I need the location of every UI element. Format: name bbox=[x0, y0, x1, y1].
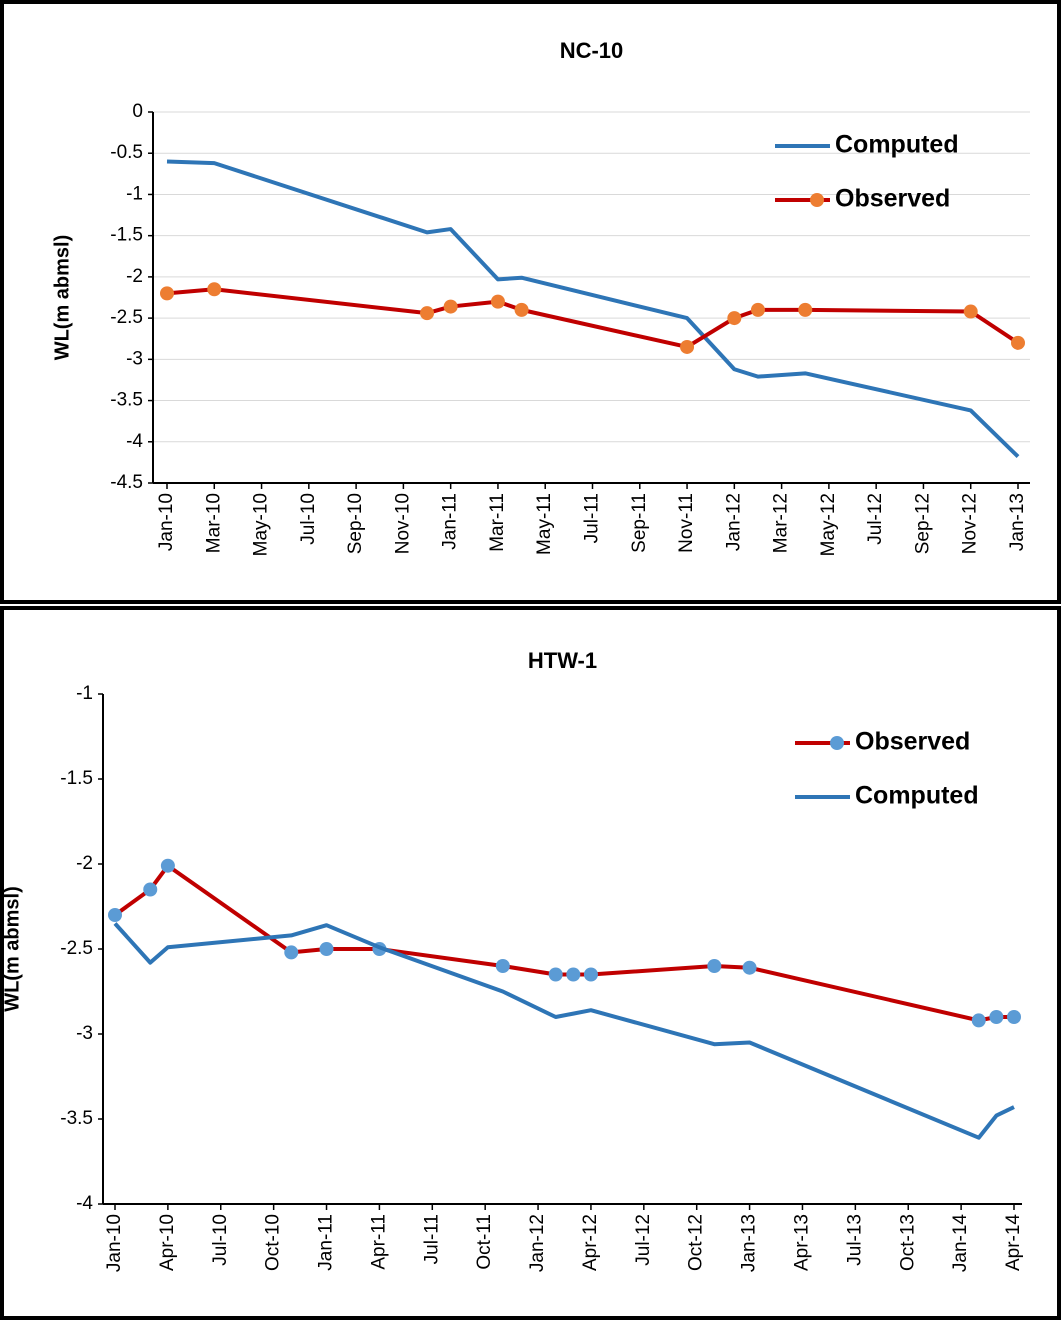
x-tick-label: Jan-11 bbox=[440, 493, 461, 550]
data-point bbox=[680, 339, 695, 354]
legend-marker bbox=[810, 193, 824, 207]
x-tick-label: Jan-14 bbox=[950, 1214, 971, 1273]
data-point bbox=[750, 302, 765, 317]
x-tick-label: Jul-11 bbox=[582, 493, 603, 543]
x-tick-label: Nov-12 bbox=[960, 493, 981, 554]
data-point bbox=[707, 959, 722, 973]
x-tick-label: Oct-11 bbox=[474, 1214, 495, 1270]
y-tick-label: -4.5 bbox=[110, 472, 143, 493]
x-tick-label: Mar-11 bbox=[487, 493, 508, 552]
y-tick-label: -3 bbox=[126, 348, 143, 369]
y-tick-label: 0 bbox=[132, 101, 143, 122]
data-point bbox=[490, 294, 505, 309]
x-tick-label: Jul-12 bbox=[865, 493, 886, 545]
x-tick-label: Jul-10 bbox=[298, 493, 319, 545]
x-tick-label: Jan-10 bbox=[104, 1214, 125, 1272]
data-point bbox=[420, 306, 435, 321]
data-point bbox=[108, 908, 122, 922]
data-point bbox=[1007, 1010, 1021, 1024]
y-tick-label: -1 bbox=[76, 683, 93, 704]
data-point bbox=[548, 967, 563, 982]
data-point bbox=[727, 311, 742, 326]
x-tick-label: May-11 bbox=[534, 493, 555, 555]
x-tick-label: Apr-14 bbox=[1003, 1214, 1024, 1271]
y-axis-title: WL(m abmsl) bbox=[51, 235, 73, 361]
y-tick-label: -0.5 bbox=[110, 142, 143, 163]
x-tick-label: Nov-10 bbox=[392, 493, 413, 554]
series-line bbox=[166, 159, 1020, 459]
legend-label: Observed bbox=[855, 728, 970, 756]
y-tick-label: -2 bbox=[126, 266, 143, 287]
legend-label: Computed bbox=[855, 782, 979, 810]
data-point bbox=[160, 286, 174, 301]
series-line bbox=[113, 863, 1014, 1023]
y-tick-label: -3.5 bbox=[60, 1108, 93, 1129]
data-point bbox=[971, 1013, 986, 1028]
y-tick-label: -4 bbox=[126, 431, 143, 452]
x-tick-label: Jan-13 bbox=[739, 1214, 760, 1272]
x-tick-label: Mar-12 bbox=[771, 493, 792, 553]
data-point bbox=[143, 882, 158, 897]
legend-marker bbox=[830, 736, 844, 750]
legend-label: Computed bbox=[835, 131, 959, 159]
x-tick-label: Jul-12 bbox=[633, 1214, 654, 1266]
x-tick-label: Jul-11 bbox=[421, 1214, 442, 1264]
y-tick-label: -2.5 bbox=[110, 307, 143, 328]
data-point bbox=[495, 959, 510, 973]
x-tick-label: Jan-10 bbox=[156, 493, 177, 551]
x-tick-label: Apr-10 bbox=[157, 1214, 178, 1271]
data-point bbox=[160, 858, 175, 873]
data-point bbox=[443, 299, 458, 314]
data-point bbox=[798, 302, 813, 317]
data-point bbox=[207, 282, 222, 297]
data-point bbox=[1011, 335, 1025, 350]
y-tick-label: -1 bbox=[126, 183, 143, 204]
x-tick-label: May-12 bbox=[818, 493, 839, 556]
x-tick-label: May-10 bbox=[251, 493, 272, 556]
panel-border bbox=[0, 0, 1061, 604]
x-tick-label: Jan-12 bbox=[527, 1214, 548, 1272]
x-tick-label: Apr-11 bbox=[368, 1214, 389, 1270]
series-line bbox=[113, 922, 1015, 1140]
x-tick-label: Jan-11 bbox=[316, 1214, 337, 1271]
y-tick-label: -1.5 bbox=[60, 768, 93, 789]
x-tick-label: Jul-10 bbox=[210, 1214, 231, 1266]
x-tick-label: Sep-11 bbox=[629, 493, 650, 553]
series-line bbox=[166, 287, 1020, 349]
y-tick-label: -1.5 bbox=[110, 225, 143, 246]
x-tick-label: Oct-13 bbox=[897, 1214, 918, 1271]
x-tick-label: Oct-10 bbox=[263, 1214, 284, 1271]
chart-title: HTW-1 bbox=[528, 648, 597, 673]
x-tick-label: Jan-12 bbox=[723, 493, 744, 551]
x-tick-label: Mar-10 bbox=[203, 493, 224, 553]
chart-title: NC-10 bbox=[560, 38, 624, 63]
x-tick-label: Nov-11 bbox=[676, 493, 697, 553]
data-point bbox=[566, 967, 581, 982]
y-tick-label: -3 bbox=[76, 1023, 93, 1044]
x-tick-label: Apr-13 bbox=[791, 1214, 812, 1271]
y-tick-label: -2 bbox=[76, 853, 93, 874]
data-point bbox=[319, 942, 334, 956]
x-tick-label: Sep-10 bbox=[345, 493, 366, 554]
data-point bbox=[989, 1010, 1004, 1024]
panel-border bbox=[0, 606, 1061, 1320]
data-point bbox=[963, 304, 978, 319]
y-tick-label: -4 bbox=[76, 1193, 93, 1214]
x-tick-label: Sep-12 bbox=[912, 493, 933, 554]
y-tick-label: -3.5 bbox=[110, 390, 143, 411]
x-tick-label: Apr-12 bbox=[580, 1214, 601, 1271]
data-point bbox=[742, 960, 757, 975]
data-point bbox=[284, 945, 299, 960]
y-tick-label: -2.5 bbox=[60, 938, 93, 959]
x-tick-label: Jan-13 bbox=[1007, 493, 1028, 551]
data-point bbox=[514, 302, 529, 317]
x-tick-label: Oct-12 bbox=[686, 1214, 707, 1271]
data-point bbox=[583, 967, 598, 982]
legend-label: Observed bbox=[835, 185, 950, 213]
x-tick-label: Jul-13 bbox=[844, 1214, 865, 1266]
y-axis-title: WL(m abmsl) bbox=[1, 886, 23, 1012]
